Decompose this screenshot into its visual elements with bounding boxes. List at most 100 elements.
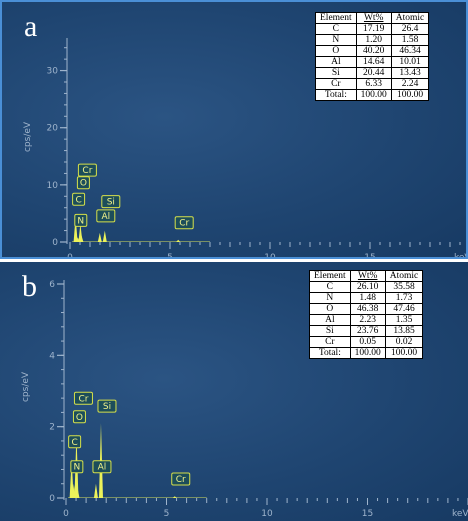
table-row: Si 20.44 13.43 (315, 67, 430, 79)
table-cell: O (315, 45, 357, 57)
table-cell: 40.20 (355, 45, 392, 57)
table-cell: 14.64 (355, 56, 392, 68)
table-row: Total: 100.00 100.00 (309, 347, 424, 359)
table-cell: Si (315, 67, 357, 79)
spectrum-peak (73, 216, 78, 242)
table-row: Total: 100.00 100.00 (315, 89, 430, 101)
table-header: Atomic (384, 270, 424, 282)
peak-label-box (72, 410, 86, 424)
table-cell: 100.00 (390, 89, 430, 101)
peak-label-box (97, 399, 117, 413)
panel-label-a: a (24, 10, 38, 43)
table-cell: Cr (315, 78, 357, 90)
y-axis-label: cps/eV (21, 371, 31, 402)
peak-label: C (71, 438, 77, 448)
table-row: O 40.20 46.34 (315, 45, 430, 57)
peak-label-box (96, 209, 116, 223)
y-tick-label: 10 (47, 181, 59, 191)
y-tick-label: 20 (47, 124, 59, 134)
peak-label-box (70, 460, 84, 474)
table-cell: C (309, 281, 351, 293)
peak-label: Cr (82, 166, 92, 176)
y-tick-label: 4 (49, 351, 55, 361)
y-axis-label: cps/eV (23, 121, 33, 152)
table-cell: 2.24 (390, 78, 430, 90)
spectrum-peak (79, 235, 84, 242)
table-cell: 46.38 (349, 303, 386, 315)
table-cell: 10.01 (390, 56, 430, 68)
peak-label-box (72, 192, 86, 206)
y-tick-label: 30 (47, 67, 59, 77)
table-cell: 17.19 (355, 23, 392, 35)
peak-label: Cr (179, 219, 189, 229)
peak-label: O (80, 179, 87, 189)
table-cell: 100.00 (384, 347, 424, 359)
table-cell: N (309, 292, 351, 304)
peak-label-box (171, 472, 191, 486)
table-row: Al 2.23 1.35 (309, 314, 424, 326)
table-cell: 100.00 (355, 89, 392, 101)
peak-label-box (76, 176, 90, 190)
composition-table-b: Element Wt% Atomic C 26.10 35.58 N 1.48 1.73… (309, 270, 424, 359)
composition-table-a: Element Wt% Atomic C 17.19 26.4 N 1.20 1.58 … (315, 12, 430, 101)
table-cell: 13.85 (384, 325, 424, 337)
table-row: C 26.10 35.58 (309, 281, 424, 293)
table-cell: 100.00 (349, 347, 386, 359)
x-tick-label: 5 (164, 509, 170, 519)
table-cell: O (309, 303, 351, 315)
x-tick-label: 10 (264, 253, 276, 259)
table-row: N 1.48 1.73 (309, 292, 424, 304)
x-tick-label: 10 (261, 509, 273, 519)
table-header: Wt% (355, 12, 392, 24)
peak-label: Al (101, 212, 110, 222)
table-header-row: Element Wt% Atomic (315, 12, 430, 24)
spectrum-panel-b: 0 2 4 6 cps/eV 0 5 10 15 keV C N O Cr Al Si Cr b Element… (0, 262, 468, 521)
table-cell: Cr (309, 336, 351, 348)
y-tick-label: 0 (52, 238, 58, 248)
peak-label: Al (98, 463, 107, 473)
spectrum-peak (97, 232, 102, 242)
peak-label: O (76, 413, 83, 423)
table-cell: 13.43 (390, 67, 430, 79)
peak-label-box (92, 460, 112, 474)
table-cell: 2.23 (349, 314, 386, 326)
table-cell: Al (309, 314, 351, 326)
peak-label-box (174, 216, 194, 230)
spectrum-peak (75, 487, 80, 498)
peak-label: N (73, 463, 80, 473)
table-cell: Total: (309, 347, 351, 359)
table-cell: 1.35 (384, 314, 424, 326)
table-header-row: Element Wt% Atomic (309, 270, 424, 282)
x-tick-label: 5 (167, 253, 173, 259)
table-cell: Total: (315, 89, 357, 101)
table-cell: 6.33 (355, 78, 392, 90)
peak-label: Cr (78, 394, 88, 404)
table-cell: 46.34 (390, 45, 430, 57)
spectrum-peak (93, 483, 98, 498)
spectrum-peak (102, 230, 107, 242)
peak-label: C (75, 195, 81, 205)
table-row: Al 14.64 10.01 (315, 56, 430, 68)
y-tick-label: 6 (49, 280, 55, 290)
x-axis-label: keV (454, 253, 468, 259)
x-tick-label: 0 (63, 509, 69, 519)
table-cell: 1.58 (390, 34, 430, 46)
spectrum-peak (69, 458, 74, 498)
table-cell: 1.73 (384, 292, 424, 304)
peak-label: Cr (176, 475, 186, 485)
table-cell: 1.20 (355, 34, 392, 46)
table-row: Cr 6.33 2.24 (315, 78, 430, 90)
table-header: Element (315, 12, 357, 24)
table-cell: C (315, 23, 357, 35)
table-cell: 0.02 (384, 336, 424, 348)
table-row: Cr 0.05 0.02 (309, 336, 424, 348)
table-cell: Si (309, 325, 351, 337)
peak-label-box (77, 163, 97, 177)
table-cell: 23.76 (349, 325, 386, 337)
table-row: C 17.19 26.4 (315, 23, 430, 35)
table-row: N 1.20 1.58 (315, 34, 430, 46)
peak-label-box (68, 435, 82, 449)
table-cell: 26.4 (390, 23, 430, 35)
